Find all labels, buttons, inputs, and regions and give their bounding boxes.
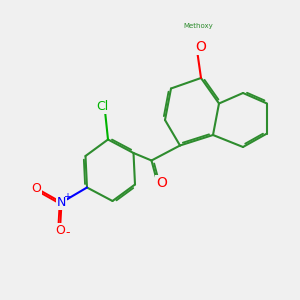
Text: O: O — [31, 182, 41, 196]
Text: O: O — [157, 176, 167, 190]
Text: N: N — [57, 196, 66, 209]
Text: O: O — [196, 40, 206, 53]
Text: +: + — [64, 191, 71, 202]
Text: Cl: Cl — [96, 100, 108, 113]
Text: O: O — [55, 224, 65, 238]
Text: Methoxy: Methoxy — [183, 22, 213, 28]
Text: -: - — [65, 226, 70, 239]
